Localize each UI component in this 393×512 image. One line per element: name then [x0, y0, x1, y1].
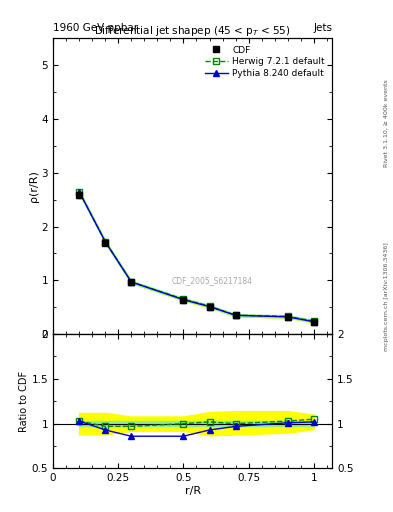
Text: Jets: Jets: [313, 23, 332, 33]
X-axis label: r/R: r/R: [184, 486, 201, 496]
Legend: CDF, Herwig 7.2.1 default, Pythia 8.240 default: CDF, Herwig 7.2.1 default, Pythia 8.240 …: [202, 43, 328, 81]
Text: Rivet 3.1.10, ≥ 400k events: Rivet 3.1.10, ≥ 400k events: [384, 79, 389, 167]
Y-axis label: Ratio to CDF: Ratio to CDF: [19, 371, 29, 432]
Title: Differential jet shapep (45 < p$_T$ < 55): Differential jet shapep (45 < p$_T$ < 55…: [94, 24, 291, 38]
Text: mcplots.cern.ch [arXiv:1306.3436]: mcplots.cern.ch [arXiv:1306.3436]: [384, 243, 389, 351]
Y-axis label: ρ(r/R): ρ(r/R): [29, 170, 39, 202]
Text: 1960 GeV ppbar: 1960 GeV ppbar: [53, 23, 138, 33]
Text: CDF_2005_S6217184: CDF_2005_S6217184: [172, 276, 253, 285]
